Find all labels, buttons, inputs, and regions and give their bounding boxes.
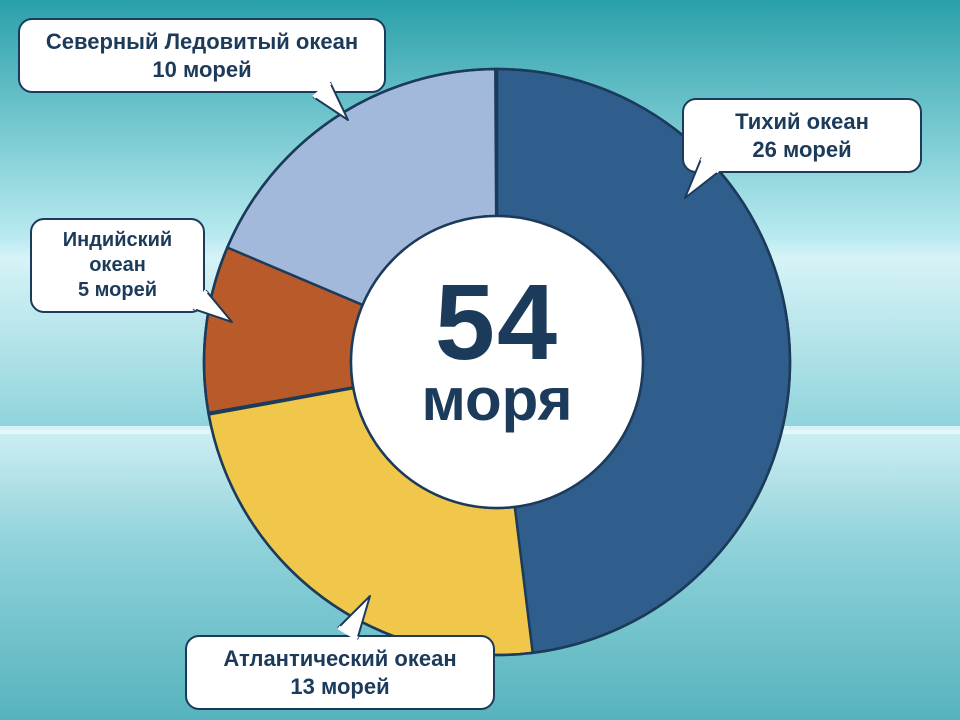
callout-pacific-line2: 26 морей [702, 136, 902, 164]
callout-pacific: Тихий океан26 морей [682, 98, 922, 173]
callout-pacific-line1: Тихий океан [702, 108, 902, 136]
callout-arctic-line1: Северный Ледовитый океан [38, 28, 366, 56]
center-number: 54 [352, 268, 642, 376]
center-label: моря [352, 370, 642, 430]
callout-atlantic: Атлантический океан13 морей [185, 635, 495, 710]
callout-indian-line1: Индийский [50, 228, 185, 253]
stage: 54 моря Тихий океан26 морей Атлантический… [0, 0, 960, 720]
callout-arctic-line2: 10 морей [38, 56, 366, 84]
callout-atlantic-line2: 13 морей [205, 673, 475, 701]
callout-indian: Индийскийокеан5 морей [30, 218, 205, 313]
callout-atlantic-line1: Атлантический океан [205, 645, 475, 673]
donut-center: 54 моря [352, 268, 642, 430]
callout-arctic: Северный Ледовитый океан10 морей [18, 18, 386, 93]
callout-indian-line3: 5 морей [50, 278, 185, 303]
callout-indian-line2: океан [50, 253, 185, 278]
